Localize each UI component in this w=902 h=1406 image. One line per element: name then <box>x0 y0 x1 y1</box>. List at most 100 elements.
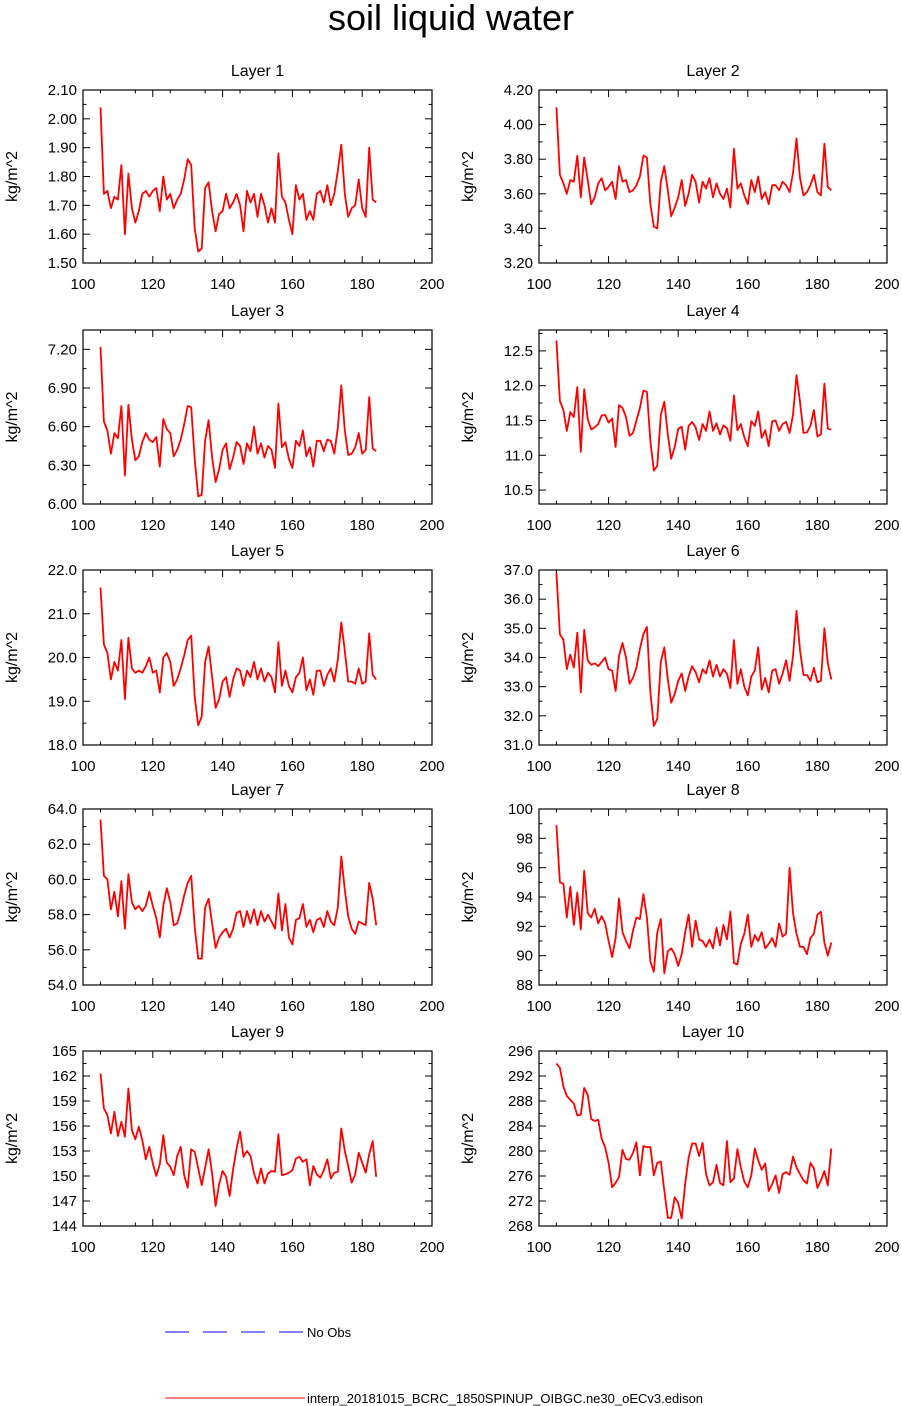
y-tick-label: 98 <box>516 830 533 847</box>
y-tick-label: 156 <box>52 1118 77 1135</box>
x-tick-label: 100 <box>70 276 95 293</box>
x-tick-label: 120 <box>140 517 165 534</box>
x-tick-label: 200 <box>419 1239 444 1256</box>
x-tick-label: 180 <box>350 276 375 293</box>
y-tick-label: 22.0 <box>48 562 77 579</box>
x-tick-label: 180 <box>350 998 375 1015</box>
y-tick-label: 20.0 <box>48 650 77 667</box>
x-tick-label: 140 <box>666 758 691 775</box>
x-tick-label: 100 <box>526 517 551 534</box>
x-tick-label: 100 <box>526 1239 551 1256</box>
y-axis-label: kg/m^2 <box>460 1113 477 1164</box>
x-tick-label: 160 <box>735 998 760 1015</box>
y-tick-label: 6.90 <box>48 380 77 397</box>
y-tick-label: 58.0 <box>48 907 77 924</box>
x-tick-label: 200 <box>419 758 444 775</box>
y-tick-label: 33.0 <box>504 679 533 696</box>
x-tick-label: 200 <box>874 517 899 534</box>
legend-obs-label: No Obs <box>307 1325 352 1340</box>
y-tick-label: 94 <box>516 889 533 906</box>
x-tick-label: 140 <box>666 276 691 293</box>
panel-layer-8: Layer 8 kg/m^2 100 120 140 160 180 200 88 90 92 94 9… <box>460 782 900 1015</box>
y-tick-label: 162 <box>52 1068 77 1085</box>
y-tick-label: 153 <box>52 1143 77 1160</box>
y-tick-label: 18.0 <box>48 737 77 754</box>
y-tick-label: 34.0 <box>504 650 533 667</box>
series-line <box>555 1062 833 1220</box>
x-tick-label: 160 <box>735 276 760 293</box>
x-tick-label: 200 <box>874 758 899 775</box>
y-tick-label: 7.20 <box>48 341 77 358</box>
panel-title: Layer 10 <box>682 1024 744 1041</box>
y-tick-label: 35.0 <box>504 620 533 637</box>
x-tick-label: 100 <box>70 758 95 775</box>
panel-title: Layer 7 <box>231 782 284 799</box>
y-tick-label: 6.30 <box>48 457 77 474</box>
plot-frame <box>82 569 433 746</box>
y-tick-label: 2.00 <box>48 111 77 128</box>
y-tick-label: 92 <box>516 918 533 935</box>
x-tick-label: 100 <box>526 758 551 775</box>
x-tick-label: 100 <box>70 998 95 1015</box>
y-tick-label: 165 <box>52 1043 77 1060</box>
x-tick-label: 100 <box>526 276 551 293</box>
x-tick-label: 160 <box>280 998 305 1015</box>
y-tick-label: 4.00 <box>504 117 533 134</box>
panel-layer-9: Layer 9 kg/m^2 100 120 140 160 180 200 144 147 150… <box>4 1024 445 1256</box>
plot-frame <box>538 808 888 986</box>
panel-title: Layer 4 <box>686 303 739 320</box>
panel-layer-2: Layer 2 kg/m^2 100 120 140 160 180 200 3.20 3.40 3… <box>460 63 900 293</box>
y-tick-label: 6.60 <box>48 419 77 436</box>
x-tick-label: 160 <box>280 1239 305 1256</box>
series-line <box>555 825 833 975</box>
y-axis-label: kg/m^2 <box>460 391 477 442</box>
y-tick-label: 64.0 <box>48 801 77 818</box>
panels: Layer 1 kg/m^2 100 120 140 160 180 200 1.50 1.60 1… <box>4 63 900 1256</box>
x-tick-label: 200 <box>874 276 899 293</box>
y-tick-label: 2.10 <box>48 82 77 99</box>
x-tick-label: 140 <box>210 276 235 293</box>
x-tick-label: 120 <box>596 998 621 1015</box>
y-tick-label: 3.60 <box>504 186 533 203</box>
y-tick-label: 1.60 <box>48 226 77 243</box>
y-axis-label: kg/m^2 <box>4 391 21 442</box>
x-tick-label: 180 <box>805 517 830 534</box>
x-tick-label: 200 <box>419 276 444 293</box>
panel-title: Layer 6 <box>686 543 739 560</box>
y-tick-label: 1.90 <box>48 140 77 157</box>
y-tick-label: 150 <box>52 1168 77 1185</box>
x-tick-label: 140 <box>210 1239 235 1256</box>
x-tick-label: 200 <box>419 998 444 1015</box>
y-tick-label: 32.0 <box>504 708 533 725</box>
y-tick-label: 144 <box>52 1218 77 1235</box>
panel-layer-3: Layer 3 kg/m^2 100 120 140 160 180 200 6.00 6.30 6… <box>4 303 445 534</box>
series-line <box>99 1073 378 1207</box>
y-tick-label: 12.0 <box>504 378 533 395</box>
y-tick-label: 62.0 <box>48 836 77 853</box>
y-tick-label: 3.80 <box>504 151 533 168</box>
y-tick-label: 90 <box>516 948 533 965</box>
x-tick-label: 120 <box>140 276 165 293</box>
y-tick-label: 37.0 <box>504 562 533 579</box>
x-tick-label: 200 <box>874 998 899 1015</box>
x-tick-label: 100 <box>70 517 95 534</box>
x-tick-label: 180 <box>805 758 830 775</box>
y-tick-label: 12.5 <box>504 343 533 360</box>
x-tick-label: 180 <box>350 517 375 534</box>
x-tick-label: 180 <box>805 276 830 293</box>
plot-frame <box>538 569 888 746</box>
x-tick-label: 140 <box>666 1239 691 1256</box>
panel-title: Layer 2 <box>686 63 739 80</box>
y-tick-label: 36.0 <box>504 591 533 608</box>
y-tick-label: 54.0 <box>48 977 77 994</box>
figure-title: soil liquid water <box>328 0 574 38</box>
x-tick-label: 160 <box>280 276 305 293</box>
panel-title: Layer 3 <box>231 303 284 320</box>
y-axis-label: kg/m^2 <box>460 632 477 683</box>
x-tick-label: 100 <box>70 1239 95 1256</box>
y-tick-label: 3.20 <box>504 255 533 272</box>
x-tick-label: 120 <box>596 1239 621 1256</box>
y-tick-label: 4.20 <box>504 82 533 99</box>
x-tick-label: 120 <box>140 1239 165 1256</box>
x-tick-label: 160 <box>735 517 760 534</box>
